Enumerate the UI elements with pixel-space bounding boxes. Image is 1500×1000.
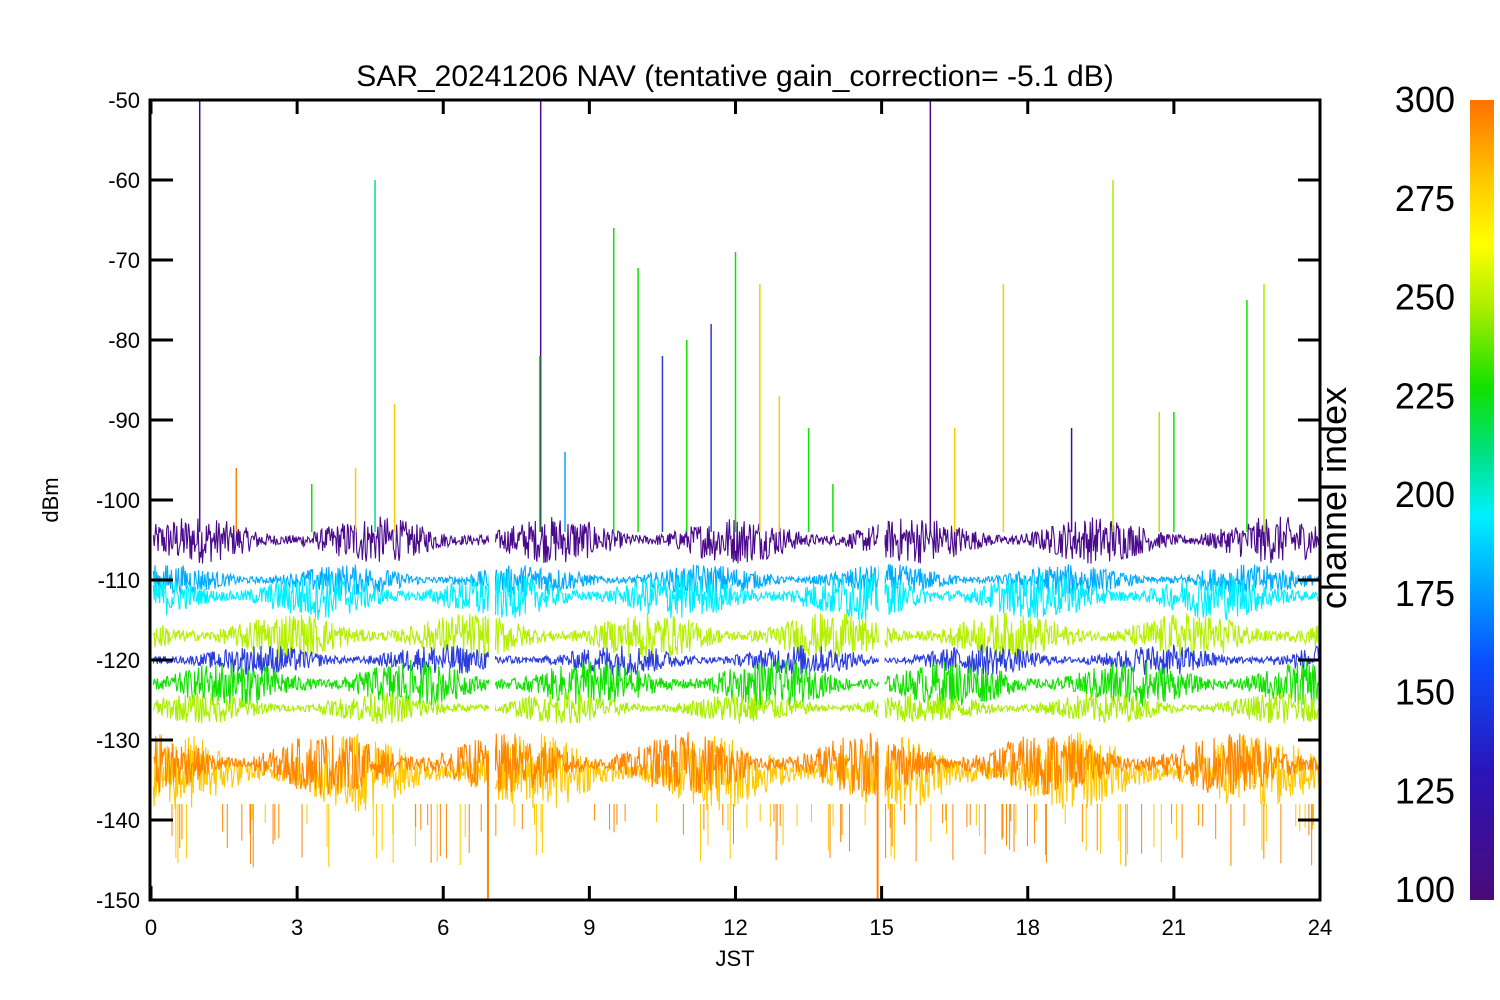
y-tick-label: -70 (108, 248, 140, 273)
series-ch140 (152, 644, 1320, 676)
series-ch250 (152, 691, 1319, 724)
colorbar-tick-label: 275 (1395, 178, 1455, 219)
x-tick-label: 9 (583, 915, 595, 940)
x-axis-label: JST (715, 946, 754, 971)
y-tick-label: -50 (108, 88, 140, 113)
y-tick-label: -130 (96, 728, 140, 753)
x-tick-label: 15 (869, 915, 893, 940)
colorbar (1470, 100, 1494, 900)
colorbar-label: channel index (1313, 387, 1354, 609)
x-tick-label: 3 (291, 915, 303, 940)
x-tick-label: 24 (1308, 915, 1332, 940)
y-tick-label: -80 (108, 328, 140, 353)
series-ch295 (153, 732, 1320, 796)
x-tick-label: 18 (1016, 915, 1040, 940)
colorbar-ticks: 300 275 250 225 200 175 150 125 100 (1395, 79, 1455, 910)
y-tick-label: -110 (98, 568, 140, 593)
x-tick-label: 0 (145, 915, 157, 940)
y-axis-label: dBm (38, 477, 63, 522)
chart-title: SAR_20241206 NAV (tentative gain_correct… (356, 60, 1113, 93)
colorbar-tick-label: 175 (1395, 573, 1455, 614)
colorbar-tick-label: 125 (1395, 770, 1455, 811)
y-tick-label: -100 (96, 488, 140, 513)
series-ch105 (152, 516, 1320, 564)
series-ch280 (152, 732, 1320, 812)
x-tick-label: 12 (723, 915, 747, 940)
series-ch180 (152, 572, 1319, 622)
data-gap-1 (878, 100, 885, 899)
colorbar-tick-label: 150 (1395, 672, 1455, 713)
x-tick-label: 21 (1162, 915, 1186, 940)
colorbar-tick-label: 250 (1395, 277, 1455, 318)
colorbar-tick-label: 100 (1395, 869, 1455, 910)
series-ch255 (152, 612, 1320, 662)
y-tick-label: -140 (96, 808, 140, 833)
y-tick-label: -60 (108, 168, 140, 193)
data-gap-0 (488, 100, 495, 899)
y-tick-label: -90 (108, 408, 140, 433)
colorbar-tick-label: 200 (1395, 474, 1455, 515)
x-tick-label: 6 (437, 915, 449, 940)
colorbar-tick-label: 300 (1395, 79, 1455, 120)
y-tick-label: -120 (96, 648, 140, 673)
y-tick-label: -150 (96, 888, 140, 913)
x-axis: 0 3 6 9 12 15 18 21 24 (145, 100, 1332, 940)
plot-data (152, 100, 1320, 899)
y-axis: -50 -60 -70 -80 -90 -100 -110 -120 -130 -140 -150 (96, 88, 1320, 913)
colorbar-tick-label: 225 (1395, 375, 1455, 416)
